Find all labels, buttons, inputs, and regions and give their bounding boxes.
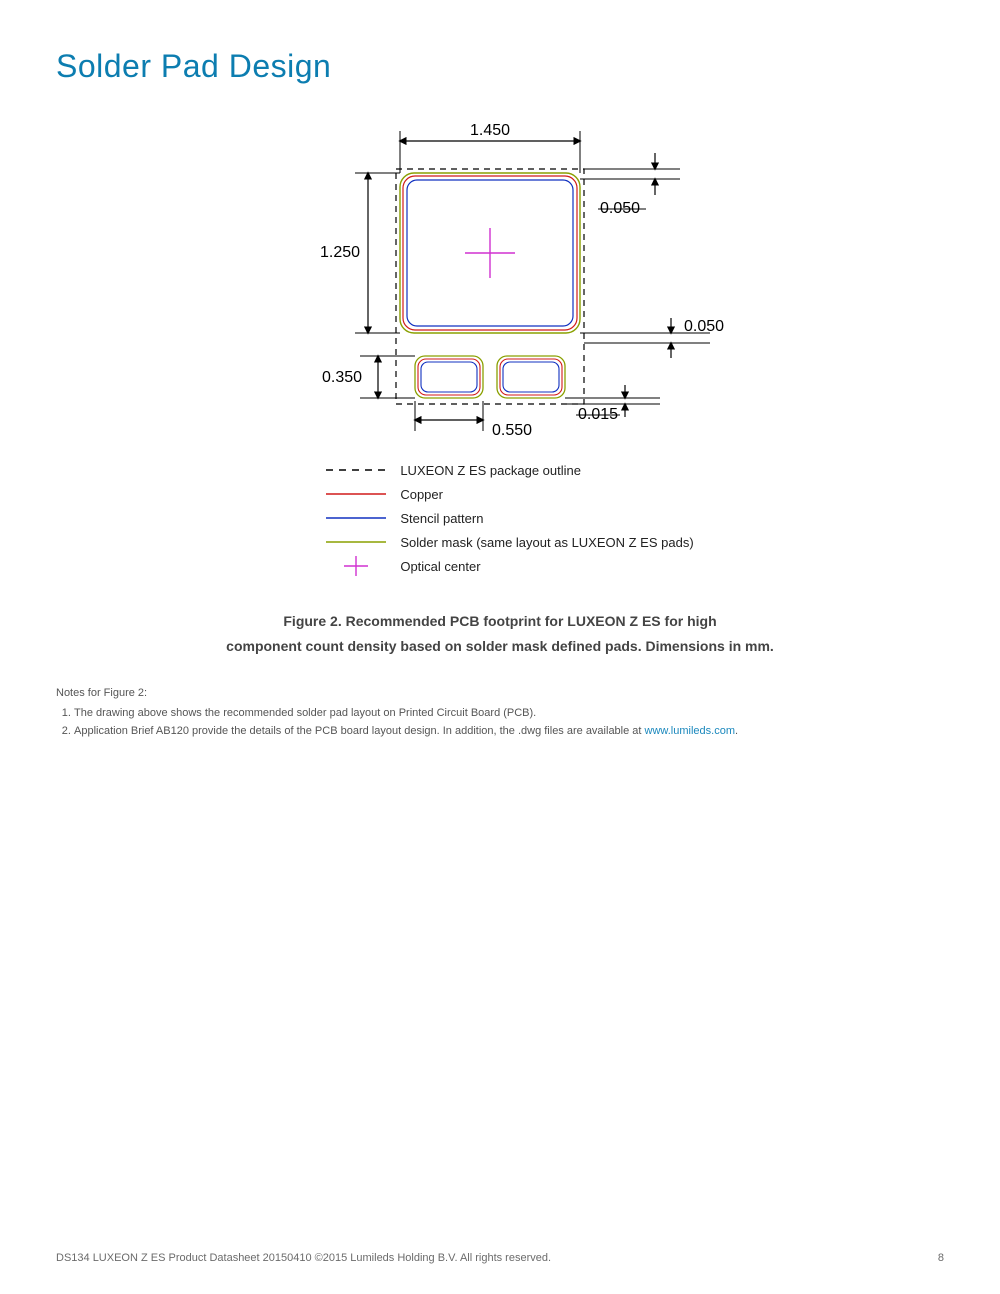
- copper-small-left: [418, 359, 480, 395]
- caption-prefix: Figure 2.: [283, 613, 341, 629]
- footprint-diagram: 1.450 1.250 0.050 0.050 0.350: [260, 113, 740, 443]
- legend-swatch-dash: [326, 461, 386, 479]
- figure-container: 1.450 1.250 0.050 0.050 0.350: [56, 113, 944, 659]
- legend-label: Optical center: [400, 559, 480, 574]
- legend-row: Copper: [326, 485, 693, 503]
- stencil-small-right: [503, 362, 559, 392]
- legend: LUXEON Z ES package outline Copper Stenc…: [306, 461, 693, 581]
- caption-line2: component count density based on solder …: [226, 638, 774, 654]
- copper-small-right: [500, 359, 562, 395]
- legend-row: Stencil pattern: [326, 509, 693, 527]
- legend-label: LUXEON Z ES package outline: [400, 463, 581, 478]
- legend-label: Solder mask (same layout as LUXEON Z ES …: [400, 535, 693, 550]
- caption-line1: Recommended PCB footprint for LUXEON Z E…: [346, 613, 717, 629]
- legend-row: LUXEON Z ES package outline: [326, 461, 693, 479]
- note-item: The drawing above shows the recommended …: [74, 705, 944, 723]
- dim-left-height: 1.250: [320, 244, 360, 261]
- note-link[interactable]: www.lumileds.com: [645, 725, 735, 737]
- legend-row: Optical center: [326, 557, 693, 575]
- optical-center-cross: [465, 228, 515, 278]
- legend-label: Copper: [400, 487, 443, 502]
- legend-label: Stencil pattern: [400, 511, 483, 526]
- note-item: Application Brief AB120 provide the deta…: [74, 723, 944, 741]
- dim-top-width: 1.450: [470, 122, 510, 139]
- legend-swatch-optical: [326, 557, 386, 575]
- legend-swatch-stencil: [326, 509, 386, 527]
- dim-bottom-width: 0.550: [492, 422, 532, 439]
- legend-row: Solder mask (same layout as LUXEON Z ES …: [326, 533, 693, 551]
- note-suffix: .: [735, 725, 738, 737]
- note-text: Application Brief AB120 provide the deta…: [74, 725, 645, 737]
- notes-block: Notes for Figure 2: The drawing above sh…: [56, 685, 944, 740]
- figure-caption: Figure 2. Recommended PCB footprint for …: [226, 609, 774, 659]
- legend-swatch-soldermask: [326, 533, 386, 551]
- dim-bottom-left-height: 0.350: [322, 369, 362, 386]
- page-title: Solder Pad Design: [56, 48, 944, 85]
- notes-heading: Notes for Figure 2:: [56, 685, 944, 703]
- legend-swatch-copper: [326, 485, 386, 503]
- page-footer: DS134 LUXEON Z ES Product Datasheet 2015…: [56, 1252, 944, 1264]
- stencil-small-left: [421, 362, 477, 392]
- package-outline: [396, 169, 584, 404]
- footer-page-number: 8: [938, 1252, 944, 1264]
- footer-left: DS134 LUXEON Z ES Product Datasheet 2015…: [56, 1252, 551, 1264]
- dim-mid-right-gap: 0.050: [684, 318, 724, 335]
